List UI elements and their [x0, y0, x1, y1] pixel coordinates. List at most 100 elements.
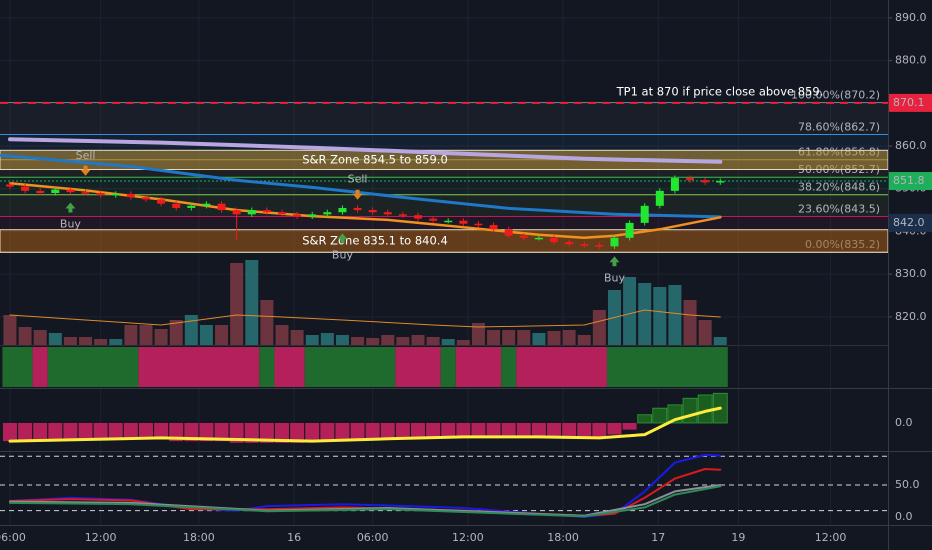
state-segment [440, 347, 456, 387]
histogram-bar [123, 423, 138, 440]
state-segment [455, 347, 502, 387]
y-tick-label: 0.0 [895, 416, 913, 429]
x-tick-label: 18:00 [183, 531, 215, 544]
histogram-bar [78, 423, 93, 440]
volume-bar [199, 325, 213, 345]
x-tick-label: 12:00 [452, 531, 484, 544]
volume-bar [487, 330, 501, 345]
candle-body [610, 237, 619, 247]
candle-body [504, 229, 513, 236]
oscillator-line [9, 485, 722, 518]
zone-label: S&R Zone 835.1 to 840.4 [302, 234, 448, 248]
candle-body [323, 212, 332, 215]
y-tick-label: 50.0 [895, 478, 920, 491]
candle-body [701, 180, 710, 183]
histogram-bar [577, 423, 592, 438]
histogram-bar [154, 423, 169, 440]
volume-bar [79, 337, 93, 345]
candle-body [308, 214, 317, 217]
volume-bar [169, 320, 183, 345]
histogram-bar [350, 423, 365, 440]
x-tick-label: 12:00 [815, 531, 847, 544]
volume-bar [320, 333, 334, 345]
fib-label: 23.60%(843.5) [798, 202, 880, 215]
candle-body [640, 205, 649, 223]
histogram-bar [456, 423, 471, 438]
histogram-bar [411, 423, 426, 438]
candle-body [36, 190, 45, 193]
histogram-bar [652, 407, 668, 424]
histogram-bar [682, 397, 698, 424]
candle-body [474, 223, 483, 226]
candle-body [157, 199, 166, 204]
volume-bar [245, 260, 259, 345]
volume-bar [94, 339, 108, 345]
candle-body [111, 193, 120, 196]
candle-body [550, 237, 559, 243]
volume-bar [653, 287, 667, 345]
histogram-bar [335, 423, 350, 440]
signal-arrow [65, 202, 76, 213]
y-tick-label: 0.0 [895, 510, 913, 523]
candle-body [655, 190, 664, 206]
volume-bar [471, 323, 485, 345]
histogram-bar [169, 423, 184, 442]
histogram-bar [244, 423, 259, 443]
volume-bar [18, 327, 32, 345]
fib-band [0, 102, 888, 135]
histogram-bar [93, 423, 108, 440]
histogram-bar [138, 423, 153, 440]
price-label: 870.1 [893, 96, 925, 109]
fib-band [0, 194, 888, 217]
histogram-bar [305, 423, 320, 442]
candle-body [459, 220, 468, 224]
histogram-bar [274, 423, 289, 443]
state-segment [516, 347, 607, 387]
volume-bar [426, 337, 440, 345]
candle-body [51, 189, 60, 193]
candle-body [217, 203, 226, 211]
candle-body [262, 210, 271, 213]
state-segment [47, 347, 139, 387]
histogram-bar [365, 423, 380, 440]
candle-body [81, 192, 90, 194]
volume-bar [124, 325, 138, 345]
volume-bar [441, 339, 455, 345]
histogram-bar [562, 423, 577, 438]
candle-body [247, 210, 256, 215]
fib-label: 100.00%(870.2) [791, 88, 880, 101]
x-tick-label: 06:00 [0, 531, 26, 544]
volume-bar [275, 325, 289, 345]
volume-bar [381, 335, 395, 345]
signal-arrow [337, 233, 348, 244]
x-tick-label: 06:00 [357, 531, 389, 544]
y-tick-label: 830.0 [895, 267, 927, 280]
volume-bar [48, 333, 62, 345]
y-tick-label: 860.0 [895, 139, 927, 152]
volume-bar [638, 283, 652, 345]
volume-bar [260, 300, 274, 345]
signal-line [8, 406, 722, 443]
histogram-bar [2, 423, 17, 442]
volume-bar [577, 335, 591, 345]
histogram-bar [214, 423, 229, 442]
histogram-bar [471, 423, 486, 438]
x-tick-label: 16 [287, 531, 301, 544]
stochastic [0, 453, 888, 518]
candle-body [202, 203, 211, 206]
state-segment [2, 347, 33, 387]
volume-bar [623, 277, 637, 345]
candle-body [141, 197, 150, 200]
volume-bar [562, 330, 576, 345]
state-segment [606, 347, 728, 387]
candle-body [187, 205, 196, 208]
state-segment [32, 347, 48, 387]
volume-bar [184, 315, 198, 345]
volume-bar [411, 335, 425, 345]
volume-bar [139, 325, 153, 345]
candle-body [625, 222, 634, 238]
histogram-bar [547, 423, 562, 438]
candle-body [126, 193, 135, 198]
